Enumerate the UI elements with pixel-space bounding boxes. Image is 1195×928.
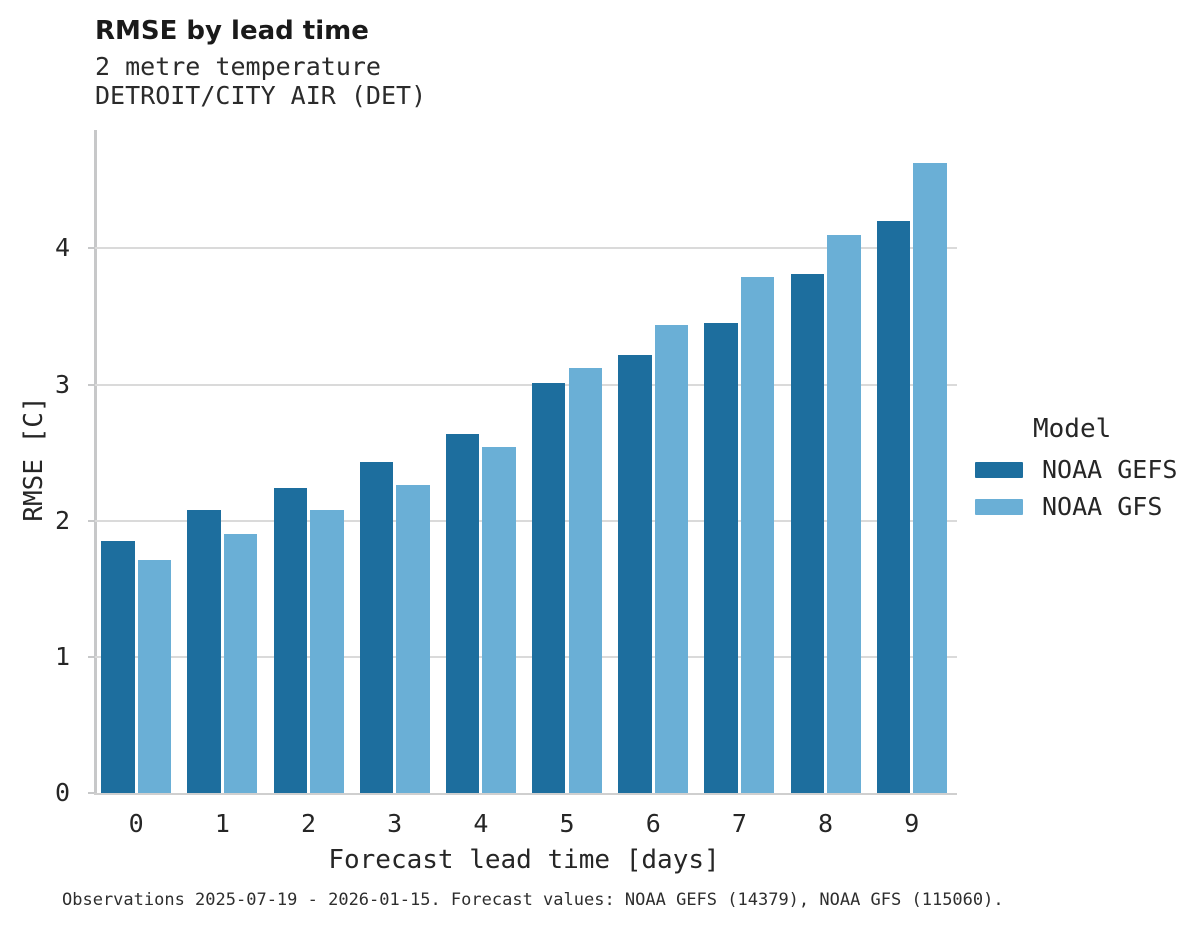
legend-title: Model bbox=[1033, 414, 1112, 444]
chart-subtitle-variable: 2 metre temperature bbox=[95, 52, 381, 81]
x-axis-label: Forecast lead time [days] bbox=[328, 845, 720, 875]
legend: Model NOAA GEFS NOAA GFS bbox=[975, 415, 1190, 521]
footer-caption: Observations 2025-07-19 - 2026-01-15. Fo… bbox=[62, 890, 1004, 910]
bar-noaa-gfs-day-5 bbox=[568, 368, 603, 793]
y-tick-label-3: 3 bbox=[54, 369, 70, 399]
legend-entry-noaa-gefs: NOAA GEFS bbox=[975, 456, 1190, 484]
y-axis-label: RMSE [C] bbox=[19, 396, 49, 522]
x-tick-label-2: 2 bbox=[301, 809, 317, 838]
bar-noaa-gfs-day-7 bbox=[740, 277, 775, 793]
legend-rows: NOAA GEFS NOAA GFS bbox=[975, 456, 1190, 521]
legend-swatch-icon bbox=[975, 499, 1023, 515]
bar-noaa-gefs-day-0 bbox=[101, 541, 135, 793]
bar-noaa-gefs-day-9 bbox=[876, 221, 911, 793]
bar-noaa-gfs-day-8 bbox=[827, 234, 861, 793]
x-tick-label-5: 5 bbox=[559, 809, 575, 838]
x-tick-label-0: 0 bbox=[128, 809, 144, 838]
bar-noaa-gfs-day-1 bbox=[223, 534, 258, 793]
y-tick-mark-4 bbox=[88, 247, 94, 250]
y-tick-label-2: 2 bbox=[54, 505, 70, 535]
x-tick-label-8: 8 bbox=[818, 809, 834, 838]
chart-subtitle-block: 2 metre temperature DETROIT/CITY AIR (DE… bbox=[95, 52, 427, 110]
x-tick-label-7: 7 bbox=[731, 809, 747, 838]
bar-noaa-gefs-day-7 bbox=[704, 323, 738, 793]
plot-area bbox=[94, 130, 957, 793]
bar-noaa-gfs-day-6 bbox=[654, 324, 689, 793]
gridline-y-3 bbox=[94, 383, 957, 386]
gridline-y-4 bbox=[94, 247, 957, 250]
legend-entry-noaa-gfs: NOAA GFS bbox=[975, 493, 1190, 521]
y-tick-mark-3 bbox=[88, 383, 94, 386]
x-axis-line bbox=[94, 792, 957, 795]
bar-noaa-gefs-day-8 bbox=[790, 274, 824, 793]
y-tick-mark-0 bbox=[88, 792, 94, 794]
x-tick-label-9: 9 bbox=[904, 809, 920, 838]
bar-noaa-gefs-day-4 bbox=[445, 433, 480, 793]
y-tick-label-0: 0 bbox=[54, 778, 70, 807]
gridline-y-2 bbox=[94, 519, 957, 522]
bar-noaa-gfs-day-4 bbox=[482, 447, 516, 793]
bar-noaa-gefs-day-1 bbox=[187, 509, 221, 793]
legend-label: NOAA GEFS bbox=[1042, 455, 1178, 484]
bar-noaa-gfs-day-2 bbox=[310, 509, 344, 793]
x-tick-label-4: 4 bbox=[473, 809, 489, 838]
x-tick-label-6: 6 bbox=[645, 809, 661, 838]
gridline-y-1 bbox=[94, 655, 957, 658]
y-tick-label-4: 4 bbox=[54, 233, 70, 263]
y-tick-mark-2 bbox=[88, 519, 94, 522]
chart-subtitle-station: DETROIT/CITY AIR (DET) bbox=[95, 80, 427, 110]
y-tick-label-1: 1 bbox=[54, 641, 70, 671]
x-tick-label-1: 1 bbox=[214, 809, 230, 838]
bar-noaa-gefs-day-6 bbox=[618, 354, 652, 793]
y-axis-line bbox=[94, 130, 97, 795]
bar-noaa-gfs-day-3 bbox=[396, 485, 430, 793]
chart-header: RMSE by lead time 2 metre temperature DE… bbox=[95, 16, 426, 110]
y-tick-mark-1 bbox=[88, 655, 94, 658]
bar-noaa-gefs-day-2 bbox=[273, 488, 307, 793]
chart-title: RMSE by lead time bbox=[95, 16, 369, 46]
bar-noaa-gefs-day-5 bbox=[532, 383, 566, 793]
legend-swatch-icon bbox=[975, 462, 1023, 478]
x-tick-label-3: 3 bbox=[387, 809, 403, 838]
bar-noaa-gfs-day-0 bbox=[137, 560, 172, 793]
legend-label: NOAA GFS bbox=[1042, 492, 1163, 521]
bar-noaa-gfs-day-9 bbox=[913, 162, 947, 793]
bar-noaa-gefs-day-3 bbox=[359, 462, 394, 793]
